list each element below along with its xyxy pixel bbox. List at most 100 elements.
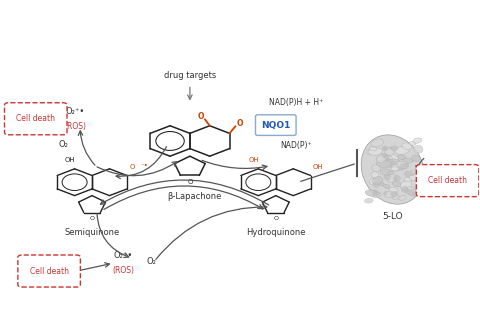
Ellipse shape: [365, 198, 373, 203]
Text: O: O: [90, 216, 95, 221]
Ellipse shape: [392, 165, 399, 172]
Ellipse shape: [370, 147, 377, 151]
Ellipse shape: [405, 164, 408, 167]
Ellipse shape: [372, 192, 381, 198]
Ellipse shape: [403, 158, 413, 163]
Ellipse shape: [376, 155, 387, 163]
Ellipse shape: [373, 189, 377, 192]
Ellipse shape: [391, 191, 397, 197]
Ellipse shape: [365, 190, 377, 196]
Ellipse shape: [383, 147, 385, 149]
Ellipse shape: [388, 159, 402, 166]
FancyBboxPatch shape: [255, 115, 296, 135]
Ellipse shape: [382, 154, 387, 158]
Ellipse shape: [394, 175, 400, 181]
Ellipse shape: [367, 148, 374, 155]
Text: Cell death: Cell death: [16, 114, 55, 123]
Text: Hydroquinone: Hydroquinone: [246, 228, 306, 237]
Ellipse shape: [369, 148, 382, 155]
Ellipse shape: [384, 159, 394, 167]
Ellipse shape: [388, 171, 393, 175]
Text: O: O: [130, 164, 135, 170]
Ellipse shape: [392, 194, 399, 200]
Ellipse shape: [412, 192, 416, 196]
Ellipse shape: [380, 183, 385, 186]
Text: Semiquinone: Semiquinone: [64, 228, 120, 237]
Ellipse shape: [391, 167, 398, 171]
Text: (ROS): (ROS): [112, 266, 134, 275]
Ellipse shape: [372, 177, 383, 185]
Text: Cell death: Cell death: [30, 267, 69, 276]
Ellipse shape: [383, 155, 392, 161]
Text: OH: OH: [64, 157, 75, 163]
Text: OH: OH: [248, 157, 259, 163]
Ellipse shape: [371, 139, 384, 147]
Ellipse shape: [376, 157, 381, 162]
Ellipse shape: [370, 178, 377, 185]
Ellipse shape: [415, 166, 423, 171]
FancyBboxPatch shape: [4, 103, 67, 135]
Text: NAD(P)H + H⁺: NAD(P)H + H⁺: [269, 99, 323, 108]
Text: O: O: [187, 179, 192, 185]
FancyBboxPatch shape: [416, 164, 479, 196]
Ellipse shape: [384, 191, 397, 198]
Ellipse shape: [387, 154, 399, 162]
Text: O: O: [273, 216, 278, 221]
Ellipse shape: [392, 161, 395, 164]
Text: 5-LO: 5-LO: [383, 212, 403, 221]
Text: O: O: [237, 119, 243, 128]
Ellipse shape: [400, 163, 407, 169]
Ellipse shape: [361, 135, 424, 204]
Ellipse shape: [372, 172, 379, 178]
Ellipse shape: [392, 181, 401, 187]
Ellipse shape: [390, 147, 392, 149]
FancyBboxPatch shape: [18, 255, 80, 287]
Ellipse shape: [402, 143, 412, 150]
Ellipse shape: [411, 173, 414, 176]
Ellipse shape: [380, 169, 392, 176]
Ellipse shape: [372, 165, 380, 172]
Ellipse shape: [414, 145, 423, 153]
Ellipse shape: [386, 173, 397, 183]
Ellipse shape: [409, 174, 420, 180]
Text: drug targets: drug targets: [164, 71, 216, 80]
Ellipse shape: [394, 178, 396, 180]
Ellipse shape: [384, 185, 390, 188]
Ellipse shape: [389, 188, 398, 192]
Ellipse shape: [373, 191, 379, 196]
Ellipse shape: [413, 138, 422, 143]
Text: O₂: O₂: [147, 257, 156, 266]
Ellipse shape: [400, 180, 412, 189]
Ellipse shape: [404, 171, 411, 177]
Ellipse shape: [384, 174, 390, 180]
Text: NAD(P)⁺: NAD(P)⁺: [281, 141, 312, 150]
Text: β-Lapachone: β-Lapachone: [168, 192, 222, 201]
Ellipse shape: [412, 155, 420, 162]
Text: OH: OH: [313, 164, 324, 170]
Ellipse shape: [408, 189, 416, 195]
Text: O₂⁺•: O₂⁺•: [66, 107, 85, 116]
Ellipse shape: [377, 193, 380, 195]
Ellipse shape: [384, 192, 387, 195]
Text: Cell death: Cell death: [428, 176, 467, 185]
Ellipse shape: [398, 196, 406, 200]
Ellipse shape: [410, 170, 413, 172]
Ellipse shape: [378, 182, 384, 185]
Ellipse shape: [385, 148, 394, 156]
Ellipse shape: [376, 160, 391, 168]
Ellipse shape: [383, 146, 388, 151]
Ellipse shape: [395, 147, 409, 154]
Text: O₂⁺•: O₂⁺•: [113, 251, 132, 260]
Text: ⁻•: ⁻•: [140, 163, 148, 169]
Ellipse shape: [384, 155, 389, 159]
Ellipse shape: [380, 154, 389, 159]
Text: (ROS): (ROS): [64, 122, 86, 131]
Ellipse shape: [397, 155, 406, 160]
Ellipse shape: [410, 189, 418, 196]
Ellipse shape: [404, 177, 412, 181]
Ellipse shape: [401, 186, 408, 192]
Text: NQO1: NQO1: [261, 121, 290, 130]
Ellipse shape: [391, 146, 397, 151]
Ellipse shape: [406, 187, 416, 195]
Ellipse shape: [409, 189, 414, 194]
